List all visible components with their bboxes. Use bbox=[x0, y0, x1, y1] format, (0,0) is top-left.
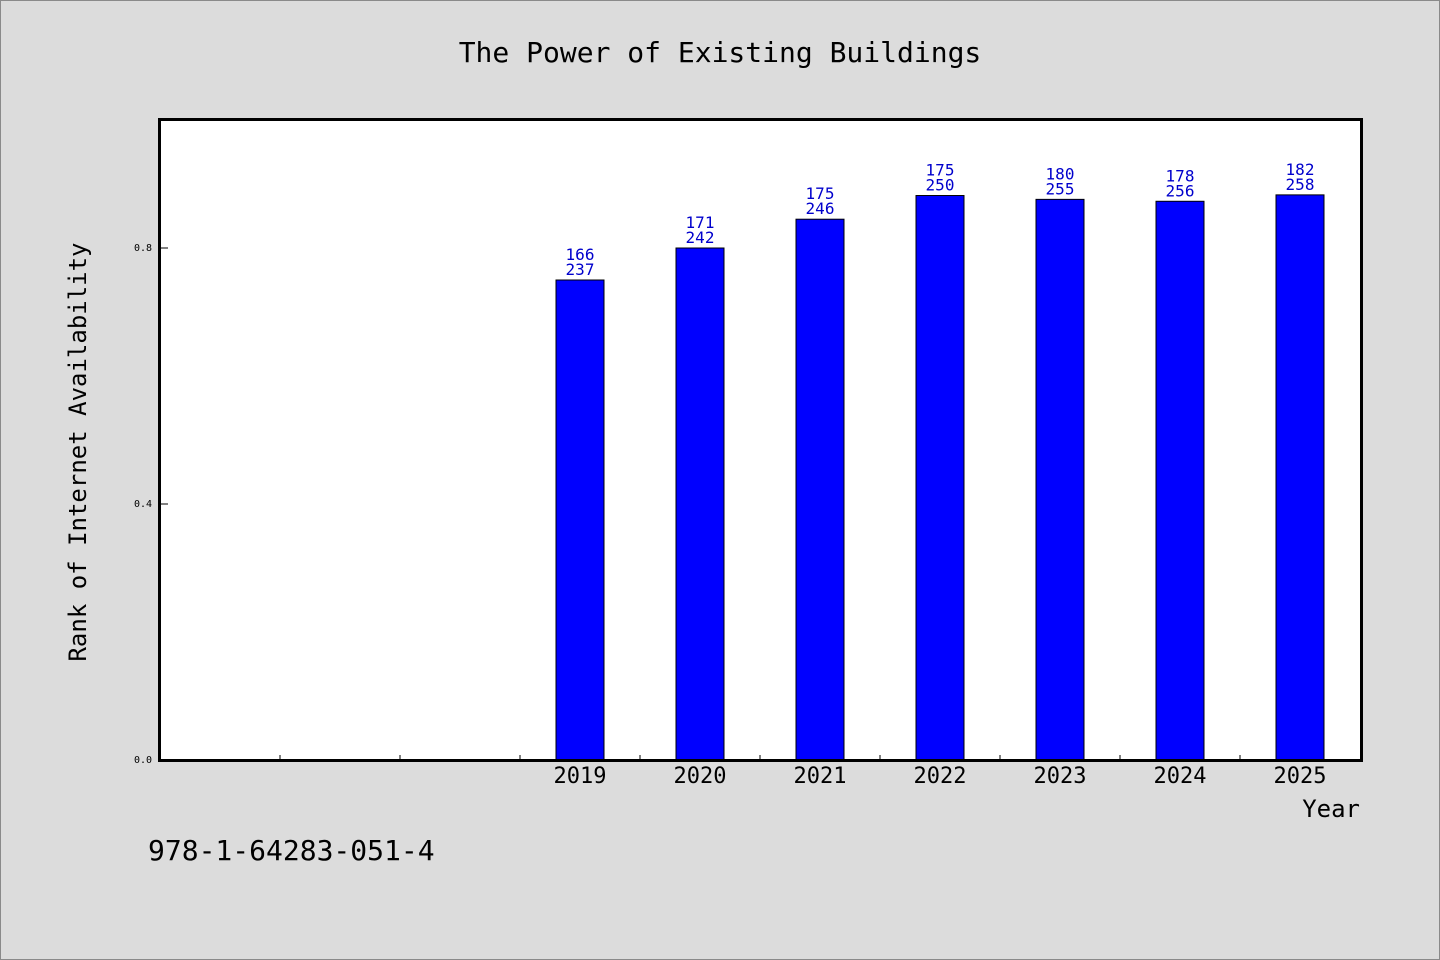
x-tick-label: 2020 bbox=[674, 764, 727, 789]
bar-label-top: 182 bbox=[1286, 160, 1315, 179]
bar-label-bottom: 258 bbox=[1286, 175, 1315, 194]
bar bbox=[555, 279, 605, 761]
x-axis-label: Year bbox=[1302, 795, 1360, 823]
bar-label-bottom: 256 bbox=[1166, 181, 1195, 200]
isbn-label: 978-1-64283-051-4 bbox=[148, 834, 435, 867]
bar-label-bottom: 237 bbox=[566, 260, 595, 279]
x-tick-label: 2025 bbox=[1274, 764, 1327, 789]
bar-label-top: 175 bbox=[806, 184, 835, 203]
bar bbox=[1275, 194, 1325, 761]
chart-title: The Power of Existing Buildings bbox=[459, 36, 982, 69]
bar-label-bottom: 246 bbox=[806, 199, 835, 218]
bar bbox=[1035, 198, 1085, 761]
x-tick-label: 2023 bbox=[1034, 764, 1087, 789]
bar-label-top: 171 bbox=[686, 213, 715, 232]
y-tick-label: 0.4 bbox=[134, 499, 152, 510]
bar-label-top: 180 bbox=[1046, 164, 1075, 183]
y-tick-label: 0.8 bbox=[134, 243, 152, 254]
x-tick-label: 2019 bbox=[554, 764, 607, 789]
y-tick-label: 0.0 bbox=[134, 755, 152, 766]
bar-label-top: 166 bbox=[566, 245, 595, 264]
bar bbox=[915, 195, 965, 761]
bar-label-bottom: 242 bbox=[686, 228, 715, 247]
x-tick-label: 2022 bbox=[914, 764, 967, 789]
plot-border bbox=[158, 118, 1363, 762]
x-tick-label: 2021 bbox=[794, 764, 847, 789]
y-axis-label: Rank of Internet Availability bbox=[64, 242, 92, 661]
x-tick-label: 2024 bbox=[1154, 764, 1207, 789]
bar bbox=[795, 218, 845, 761]
bar-label-bottom: 250 bbox=[926, 176, 955, 195]
bar bbox=[675, 247, 725, 761]
bar-label-top: 175 bbox=[926, 161, 955, 180]
bar-label-bottom: 255 bbox=[1046, 179, 1075, 198]
bar-label-top: 178 bbox=[1166, 166, 1195, 185]
bar bbox=[1155, 200, 1205, 761]
